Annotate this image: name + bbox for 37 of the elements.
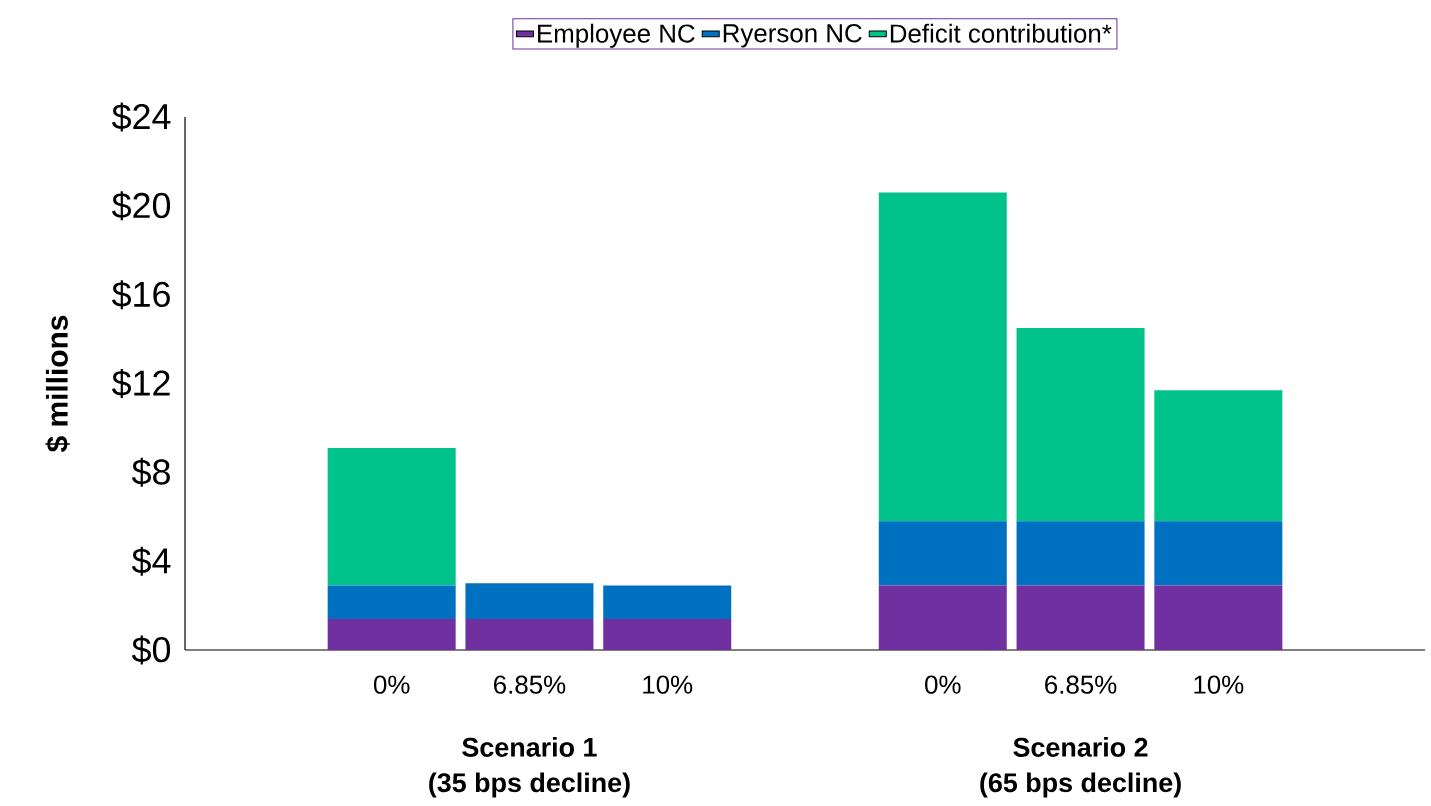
x-tick-label: 6.85%: [1045, 675, 1117, 694]
bar: [603, 618, 732, 650]
x-tick-label: 10%: [1194, 675, 1244, 694]
bar: [878, 521, 1007, 586]
bar: [1016, 521, 1145, 586]
bar: [1154, 390, 1283, 522]
x-tick-label: 0%: [925, 675, 961, 694]
text: (65 bps decline): [980, 772, 1181, 798]
bar: [327, 585, 456, 619]
y-tick-label: $4: [131, 546, 171, 576]
bar: [1154, 585, 1283, 650]
bar: [327, 618, 456, 650]
legend-label: Deficit contribution*: [890, 23, 1112, 43]
bar: [878, 585, 1007, 650]
bar: [1154, 521, 1283, 586]
bar: [878, 192, 1007, 522]
x-tick-label: 0%: [373, 675, 410, 694]
y-tick-label: $8: [131, 457, 170, 487]
y-tick-label: $20: [112, 191, 171, 221]
text: (35 bps decline): [429, 772, 630, 798]
y-tick-label: $12: [112, 368, 170, 399]
bar: [603, 585, 732, 619]
text: Scenario 1: [462, 737, 597, 757]
bar: [1016, 327, 1145, 522]
x-tick-label: 10%: [643, 675, 693, 694]
bar: [465, 618, 594, 650]
y-tick-label: $16: [112, 280, 170, 310]
y-tick-label: $0: [131, 635, 171, 665]
legend-label: Employee NC: [538, 23, 695, 48]
bar: [465, 583, 594, 619]
legend-label: Ryerson NC: [723, 24, 862, 48]
y-axis-title: $ millions: [45, 315, 70, 453]
text: Scenario 2: [1013, 737, 1148, 757]
x-tick-label: 6.85%: [494, 675, 566, 694]
bar: [327, 447, 456, 586]
y-tick-label: $24: [112, 102, 171, 132]
bar: [1016, 585, 1145, 650]
